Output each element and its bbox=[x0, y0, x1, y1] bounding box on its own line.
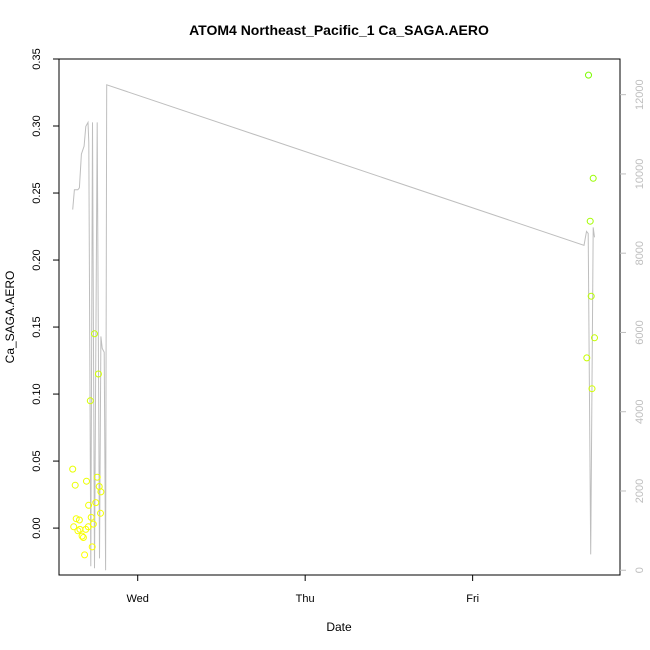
data-point bbox=[583, 354, 591, 362]
data-point bbox=[69, 465, 77, 473]
line-series bbox=[72, 84, 595, 571]
data-point bbox=[81, 551, 89, 559]
y2-tick-label: 4000 bbox=[634, 399, 646, 423]
data-point bbox=[589, 174, 597, 182]
point-series bbox=[69, 71, 598, 559]
plot-frame bbox=[58, 58, 621, 576]
series-line bbox=[72, 84, 595, 571]
y-tick-label: 0.10 bbox=[31, 383, 43, 404]
y2-tick-label: 2000 bbox=[634, 479, 646, 503]
y-axis-label: Ca_SAGA.AERO bbox=[3, 271, 17, 364]
data-point bbox=[78, 532, 86, 540]
data-point bbox=[75, 516, 83, 524]
data-point bbox=[94, 370, 102, 378]
data-point bbox=[79, 534, 87, 541]
y-tick-label: 0.30 bbox=[31, 115, 43, 136]
y-tick-label: 0.00 bbox=[31, 517, 43, 538]
data-point bbox=[587, 292, 595, 300]
data-point bbox=[87, 513, 95, 521]
data-point bbox=[76, 525, 84, 533]
data-point bbox=[91, 330, 98, 338]
y-axis-right: 0 2000 4000 6000 8000 10000 12000 bbox=[620, 79, 646, 573]
data-point bbox=[586, 217, 594, 225]
x-axis-label: Date bbox=[326, 620, 352, 634]
y2-tick-label: 12000 bbox=[634, 79, 646, 110]
data-point bbox=[93, 473, 101, 481]
data-point bbox=[88, 543, 96, 551]
y-tick-label: 0.20 bbox=[31, 249, 43, 270]
y-tick-label: 0.35 bbox=[31, 48, 43, 69]
data-point bbox=[591, 334, 598, 342]
y2-tick-label: 10000 bbox=[634, 159, 646, 190]
y-axis-left: 0.00 0.05 0.10 0.15 0.20 0.25 0.30 0.35 bbox=[31, 48, 59, 539]
chart-title: ATOM4 Northeast_Pacific_1 Ca_SAGA.AERO bbox=[189, 22, 489, 38]
data-point bbox=[74, 527, 82, 535]
data-point bbox=[83, 477, 90, 485]
data-point bbox=[585, 71, 592, 79]
data-point bbox=[97, 509, 104, 517]
data-point bbox=[70, 523, 78, 531]
x-tick-label: Wed bbox=[126, 593, 148, 605]
data-point bbox=[85, 501, 93, 509]
y-tick-label: 0.25 bbox=[31, 182, 43, 203]
data-point bbox=[71, 481, 79, 489]
data-point bbox=[89, 520, 97, 528]
y2-tick-label: 8000 bbox=[634, 241, 646, 265]
y2-tick-label: 0 bbox=[634, 567, 646, 573]
x-tick-label: Thu bbox=[296, 593, 315, 605]
data-point bbox=[72, 515, 80, 523]
data-point bbox=[588, 385, 596, 393]
data-point bbox=[97, 488, 105, 496]
x-axis: Wed Thu Fri bbox=[126, 575, 479, 605]
y-tick-label: 0.15 bbox=[31, 316, 43, 337]
y2-tick-label: 6000 bbox=[634, 320, 646, 344]
data-point bbox=[92, 499, 100, 507]
y-tick-label: 0.05 bbox=[31, 450, 43, 471]
x-tick-label: Fri bbox=[466, 593, 479, 605]
data-point bbox=[86, 397, 94, 405]
